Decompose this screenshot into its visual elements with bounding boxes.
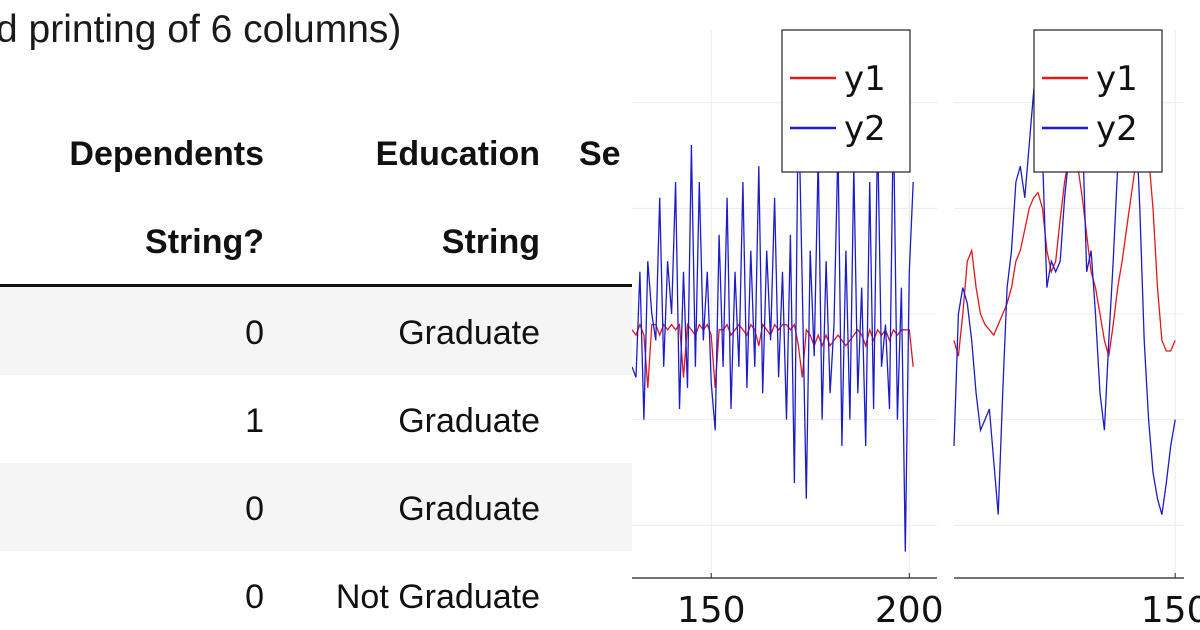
plot-output: 150 200 y1 y2 150 y1 y2: [632, 0, 1200, 630]
cell-education: Graduate: [398, 314, 540, 352]
x-tick-label: 200: [875, 590, 944, 630]
cell-dependents: 1: [245, 402, 264, 440]
column-type-education: String: [441, 223, 540, 261]
table-row: 1 Graduate: [0, 375, 632, 463]
cell-education: Graduate: [398, 490, 540, 528]
legend-label-y1: y1: [1096, 59, 1138, 99]
column-type-dependents: String?: [145, 223, 264, 261]
dataframe-output: d printing of 6 columns) Dependents Educ…: [0, 8, 632, 630]
table-row: 0 Graduate: [0, 463, 632, 551]
table-row: 0 Graduate: [0, 287, 632, 375]
dataframe-caption: d printing of 6 columns): [0, 8, 402, 51]
column-header-truncated: Se: [579, 135, 621, 173]
cell-dependents: 0: [245, 314, 264, 352]
legend-box: [781, 29, 911, 173]
line-plots: 150 200 y1 y2 150 y1 y2: [632, 29, 1200, 630]
cell-education: Graduate: [398, 402, 540, 440]
cell-education: Not Graduate: [335, 578, 540, 616]
series-line-y2: [632, 92, 914, 552]
x-tick-label: 150: [677, 590, 746, 630]
series-line-y1: [632, 322, 914, 388]
series-line-y2: [953, 49, 1176, 515]
column-header-education: Education: [375, 135, 540, 173]
table-row: 0 Not Graduate: [0, 551, 632, 630]
legend-label-y2: y2: [844, 109, 886, 149]
column-header-dependents: Dependents: [69, 135, 264, 173]
legend-box: [1033, 29, 1163, 173]
x-tick-label: 150: [1141, 590, 1200, 630]
column-type-row: String? String: [0, 196, 632, 287]
legend-label-y2: y2: [1096, 109, 1138, 149]
cell-dependents: 0: [245, 578, 264, 616]
cell-dependents: 0: [245, 490, 264, 528]
column-header-row: Dependents Education Se: [0, 108, 632, 196]
legend-label-y1: y1: [844, 59, 886, 99]
